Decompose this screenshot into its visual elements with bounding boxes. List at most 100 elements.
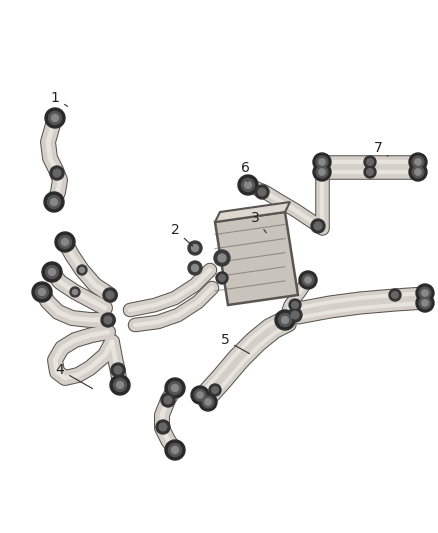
- Circle shape: [55, 232, 75, 252]
- Circle shape: [169, 443, 181, 456]
- Circle shape: [44, 192, 64, 212]
- Text: 7: 7: [374, 141, 388, 156]
- Circle shape: [191, 386, 209, 404]
- Text: 6: 6: [240, 161, 249, 182]
- Circle shape: [288, 308, 302, 322]
- Circle shape: [172, 447, 179, 454]
- Circle shape: [416, 284, 434, 302]
- Circle shape: [49, 269, 56, 276]
- Circle shape: [415, 159, 421, 165]
- Circle shape: [165, 378, 185, 398]
- Circle shape: [42, 262, 62, 282]
- Circle shape: [275, 310, 295, 330]
- Circle shape: [313, 153, 331, 171]
- Text: 1: 1: [50, 91, 68, 107]
- Circle shape: [255, 185, 269, 199]
- Circle shape: [80, 268, 85, 272]
- Circle shape: [419, 297, 431, 309]
- Circle shape: [364, 166, 376, 178]
- Circle shape: [73, 289, 78, 295]
- Circle shape: [52, 115, 59, 122]
- Circle shape: [419, 287, 431, 299]
- Circle shape: [32, 282, 52, 302]
- Circle shape: [291, 311, 299, 319]
- Circle shape: [159, 423, 167, 431]
- Circle shape: [165, 440, 185, 460]
- Circle shape: [409, 153, 427, 171]
- Circle shape: [104, 316, 112, 324]
- Polygon shape: [215, 202, 290, 222]
- Circle shape: [191, 264, 198, 271]
- Circle shape: [202, 396, 214, 408]
- Circle shape: [77, 265, 87, 275]
- Circle shape: [289, 299, 301, 311]
- Circle shape: [412, 156, 424, 168]
- Circle shape: [311, 219, 325, 233]
- Circle shape: [47, 196, 60, 208]
- Circle shape: [101, 313, 115, 327]
- Text: 5: 5: [221, 333, 250, 354]
- Circle shape: [45, 108, 65, 128]
- Circle shape: [188, 241, 202, 255]
- Circle shape: [299, 271, 317, 289]
- Circle shape: [161, 393, 175, 407]
- Circle shape: [314, 222, 322, 230]
- Circle shape: [279, 313, 292, 327]
- Circle shape: [194, 389, 206, 401]
- Circle shape: [156, 420, 170, 434]
- Circle shape: [367, 159, 373, 165]
- Circle shape: [172, 384, 179, 392]
- Polygon shape: [215, 212, 298, 305]
- Circle shape: [205, 399, 211, 405]
- Circle shape: [59, 236, 71, 248]
- Circle shape: [412, 166, 424, 178]
- Circle shape: [212, 387, 218, 393]
- Circle shape: [316, 156, 328, 168]
- Circle shape: [49, 111, 61, 125]
- Circle shape: [50, 166, 64, 180]
- Circle shape: [117, 382, 124, 389]
- Circle shape: [53, 169, 61, 177]
- Circle shape: [164, 396, 172, 404]
- Circle shape: [50, 198, 57, 206]
- Circle shape: [188, 261, 202, 275]
- Circle shape: [319, 159, 325, 165]
- Circle shape: [313, 163, 331, 181]
- Circle shape: [209, 384, 221, 396]
- Circle shape: [46, 265, 59, 279]
- Circle shape: [316, 166, 328, 178]
- Circle shape: [110, 375, 130, 395]
- Circle shape: [367, 169, 373, 175]
- Circle shape: [169, 382, 181, 394]
- Circle shape: [113, 378, 127, 392]
- Circle shape: [422, 290, 428, 296]
- Circle shape: [191, 245, 198, 252]
- Circle shape: [415, 169, 421, 175]
- Circle shape: [364, 156, 376, 168]
- Circle shape: [389, 289, 401, 301]
- Circle shape: [39, 288, 46, 295]
- Circle shape: [238, 175, 258, 195]
- Circle shape: [197, 392, 203, 398]
- Circle shape: [416, 294, 434, 312]
- Circle shape: [218, 254, 226, 262]
- Circle shape: [214, 250, 230, 266]
- Circle shape: [244, 182, 251, 189]
- Circle shape: [216, 272, 228, 284]
- Text: 4: 4: [56, 363, 92, 389]
- Circle shape: [282, 317, 289, 324]
- Circle shape: [219, 274, 225, 281]
- Text: 2: 2: [171, 223, 193, 246]
- Circle shape: [392, 292, 398, 298]
- Circle shape: [241, 179, 254, 191]
- Circle shape: [111, 363, 125, 377]
- Circle shape: [258, 188, 266, 196]
- Circle shape: [319, 169, 325, 175]
- Text: 3: 3: [251, 211, 266, 233]
- Circle shape: [35, 286, 49, 298]
- Circle shape: [422, 300, 428, 306]
- Circle shape: [305, 277, 311, 283]
- Circle shape: [61, 238, 68, 246]
- Circle shape: [70, 287, 80, 297]
- Circle shape: [292, 302, 298, 308]
